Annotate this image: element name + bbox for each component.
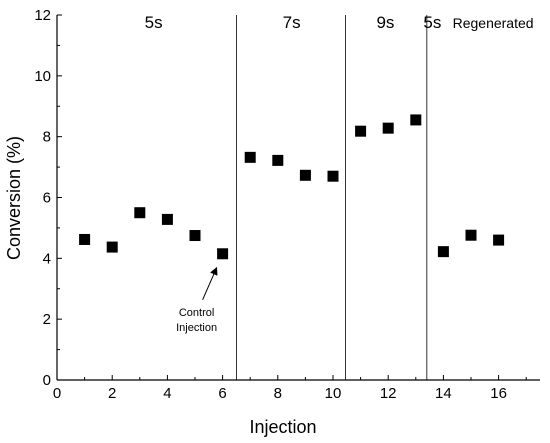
data-point	[382, 122, 394, 134]
x-tick-label: 6	[218, 385, 226, 402]
region-label-4: Regenerated	[453, 15, 534, 31]
y-tick-label: 8	[43, 129, 51, 146]
x-tick-label: 4	[163, 385, 171, 402]
region-label-3: 5s	[423, 13, 441, 32]
x-tick-label: 0	[53, 385, 61, 402]
region-label-0: 5s	[145, 13, 163, 32]
annotation-arrow	[202, 266, 218, 300]
data-point	[134, 207, 146, 219]
x-ticks: 0 2 4 6 8 10 12 14 16	[53, 375, 527, 402]
plot-frame	[56, 15, 540, 381]
x-tick-label: 16	[490, 385, 507, 402]
y-tick-label: 4	[43, 250, 51, 267]
data-point	[161, 213, 173, 225]
data-point	[79, 233, 91, 245]
data-points	[79, 114, 505, 260]
x-axis-title: Injection	[249, 417, 316, 437]
annotation-text: Control	[179, 307, 214, 319]
data-point	[217, 248, 229, 260]
data-point	[189, 230, 201, 242]
data-point	[106, 241, 118, 253]
x-tick-label: 8	[274, 385, 282, 402]
y-tick-label: 2	[43, 311, 51, 328]
region-label-2: 9s	[376, 13, 394, 32]
y-tick-label: 12	[34, 7, 51, 24]
x-tick-label: 10	[325, 385, 342, 402]
region-label-1: 7s	[283, 13, 301, 32]
data-point	[299, 169, 311, 181]
region-dividers	[235, 15, 428, 380]
region-labels: 5s 7s 9s 5s Regenerated	[145, 13, 534, 32]
y-tick-label: 10	[34, 68, 51, 85]
y-tick-label: 0	[43, 372, 51, 389]
y-axis-title: Conversion (%)	[4, 136, 24, 260]
x-tick-label: 2	[108, 385, 116, 402]
data-point	[493, 234, 505, 246]
x-tick-label: 12	[380, 385, 397, 402]
data-point	[410, 114, 422, 126]
data-point	[437, 246, 449, 258]
x-tick-label: 14	[435, 385, 452, 402]
y-tick-label: 6	[43, 190, 51, 207]
data-point	[244, 151, 256, 163]
y-ticks: 0 2 4 6 8 10 12	[34, 7, 62, 389]
data-point	[272, 154, 284, 166]
annotations: Control Injection	[176, 266, 218, 334]
data-point	[355, 125, 367, 137]
data-point	[465, 229, 477, 241]
data-point	[327, 170, 339, 182]
annotation-text: Injection	[176, 322, 217, 334]
